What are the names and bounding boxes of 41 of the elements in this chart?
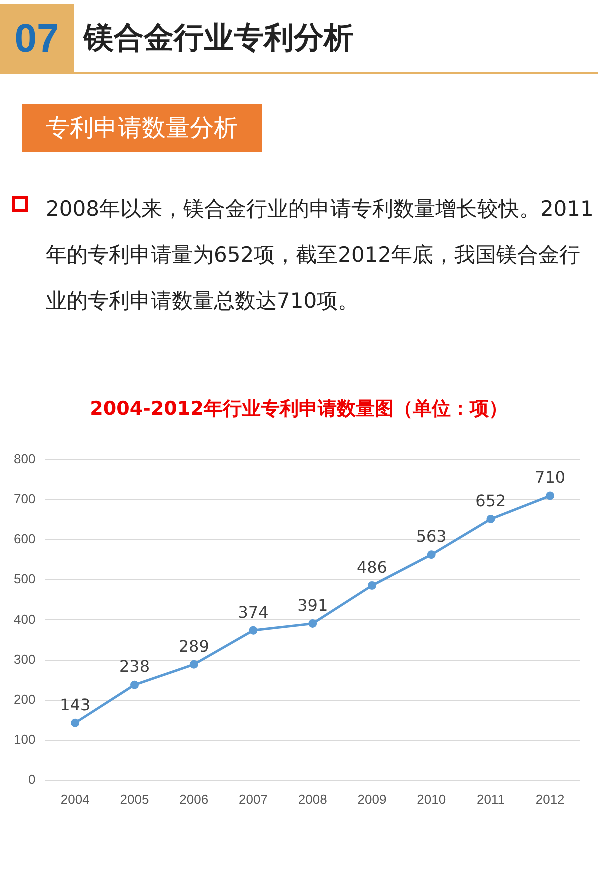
data-label: 710 xyxy=(535,468,566,488)
y-tick-label: 800 xyxy=(14,452,36,467)
data-label: 374 xyxy=(238,602,269,622)
y-tick-label: 0 xyxy=(28,772,36,787)
x-tick-label: 2008 xyxy=(298,792,328,807)
data-label: 486 xyxy=(356,558,388,577)
point xyxy=(427,550,436,560)
point xyxy=(130,680,139,690)
data-label: 652 xyxy=(476,491,506,510)
y-tick-label: 400 xyxy=(14,612,36,627)
x-tick-label: 2009 xyxy=(358,792,387,807)
text: 07 xyxy=(0,4,74,74)
x-tick-label: 2010 xyxy=(417,792,446,807)
y-tick-label: 700 xyxy=(14,492,36,507)
x-tick-label: 2005 xyxy=(120,792,150,807)
point xyxy=(190,660,198,669)
x-tick-label: 2007 xyxy=(239,792,268,807)
chart-title: 2004-2012年行业专利申请数量图（单位：项） xyxy=(89,397,509,422)
data-label: 143 xyxy=(60,695,91,714)
point xyxy=(486,515,496,524)
data-label: 289 xyxy=(178,636,210,656)
point xyxy=(308,620,318,628)
point xyxy=(546,492,555,500)
x-tick-label: 2011 xyxy=(476,792,505,807)
text: 镁合金行业专利分析 xyxy=(84,20,354,58)
data-label: 238 xyxy=(119,657,150,676)
y-tick-label: 200 xyxy=(14,692,36,707)
point xyxy=(368,582,376,590)
y-tick-label: 100 xyxy=(14,732,36,747)
x-tick-label: 2006 xyxy=(180,792,209,807)
x-tick-label: 2004 xyxy=(60,792,90,807)
text: 2008年以来，镁合金行业的申请专利数量增长较快。2011年的专利申请量为652项，截至2012年底，我国镁合金行业的专利申请数量总数达710项。 xyxy=(46,196,594,315)
point xyxy=(249,626,258,635)
x-tick-label: 2012 xyxy=(536,792,565,807)
y-tick-label: 600 xyxy=(14,532,36,547)
y-tick-label: 500 xyxy=(14,572,36,587)
data-label: 391 xyxy=(298,596,328,615)
point xyxy=(71,718,80,728)
data-label: 563 xyxy=(416,527,447,546)
text: 专利申请数量分析 xyxy=(22,104,262,152)
y-tick-label: 300 xyxy=(14,652,36,667)
